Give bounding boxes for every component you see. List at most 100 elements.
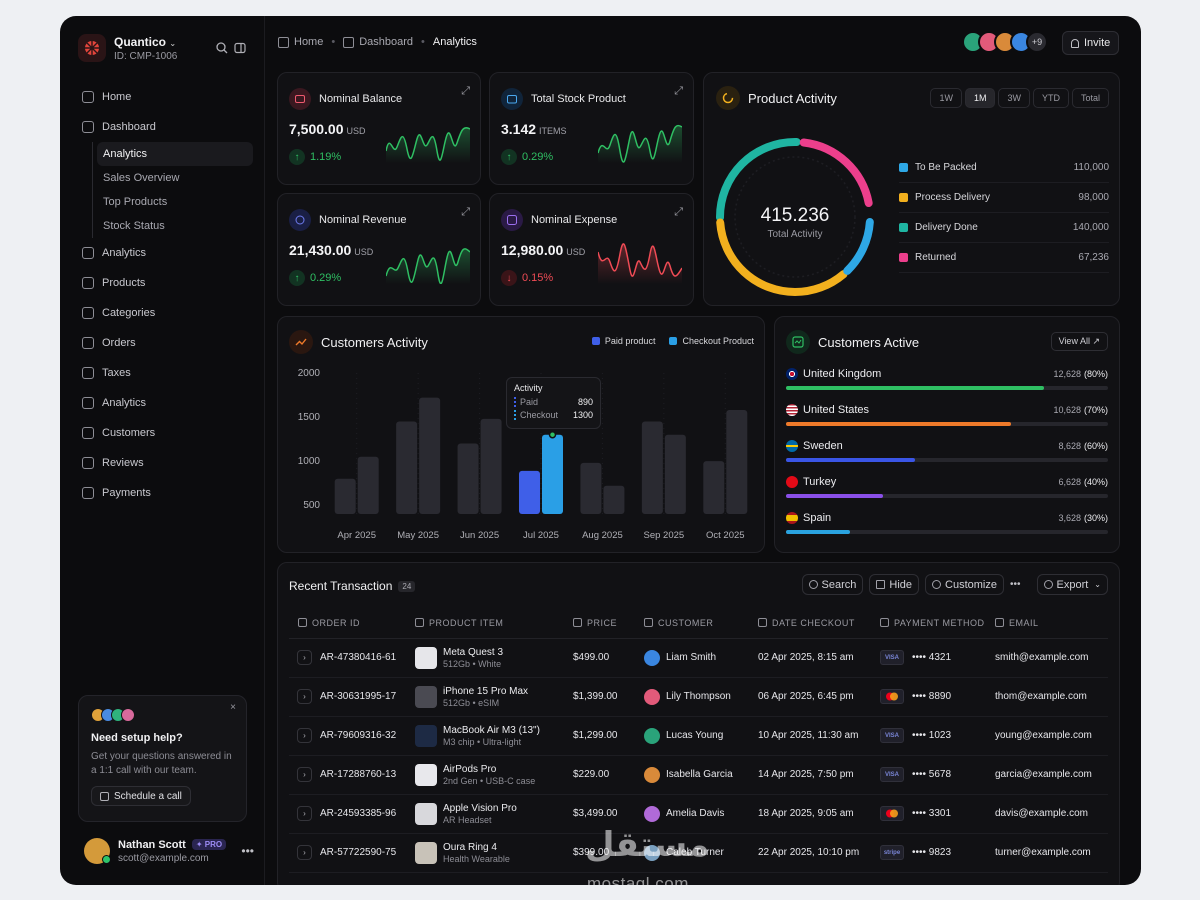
card-number: •••• 5678 [912,769,952,780]
bar-checkout[interactable] [357,456,379,514]
view-all-button[interactable]: View All ↗ [1050,332,1108,351]
hide-button[interactable]: Hide [869,574,920,595]
sidebar-item-categories[interactable]: Categories [78,298,253,328]
expand-row-icon[interactable]: › [297,689,312,704]
sweden-flag-icon [786,440,798,452]
expand-row-icon[interactable]: › [297,650,312,665]
more-icon[interactable]: ••• [1009,579,1021,590]
sidebar-item-reviews[interactable]: Reviews [78,448,253,478]
breadcrumb-dashboard[interactable]: Dashboard [359,36,414,48]
column-customer[interactable]: CUSTOMER [644,609,758,639]
sidebar-subitem-stock-status[interactable]: Stock Status [103,220,165,232]
expand-row-icon[interactable]: › [297,728,312,743]
sidebar-item-customers[interactable]: Customers [78,418,253,448]
segment-delivery-done [716,138,874,296]
sidebar-subitem-analytics[interactable]: Analytics [97,142,253,166]
price: $229.00 [573,755,644,795]
expand-row-icon[interactable]: › [297,806,312,821]
expand-icon[interactable]: ⤢ [461,206,470,218]
bar-paid[interactable] [703,461,725,514]
schedule-call-button[interactable]: Schedule a call [91,786,191,806]
date-checkout: 02 Apr 2025, 8:15 am [758,638,880,678]
bar-paid[interactable] [396,421,418,514]
customize-button[interactable]: Customize [925,574,1004,595]
sidebar-subitem-sales-overview[interactable]: Sales Overview [103,172,180,184]
arrow-up-icon: ↑ [501,149,517,165]
range-total[interactable]: Total [1071,88,1109,108]
grid-icon [343,36,355,48]
table-row[interactable]: › AR-24593385-96 Apple Vision Pro AR Heads… [289,794,1108,834]
team-avatars[interactable]: +9 [962,31,1048,53]
sidebar-item-dashboard[interactable]: Dashboard [78,112,253,142]
table-row[interactable]: › AR-57722590-75 Oura Ring 4 Health Wearab… [289,833,1108,873]
table-row[interactable]: › AR-17288760-13 AirPods Pro 2nd Gen • USB… [289,755,1108,795]
sidebar-item-home[interactable]: Home [78,82,253,112]
column-order-id[interactable]: ORDER ID [289,609,415,639]
sidebar-item-products[interactable]: Products [78,268,253,298]
breadcrumb-home[interactable]: Home [294,36,324,48]
visa-icon: VISA [880,650,904,665]
expand-icon[interactable]: ⤢ [674,206,683,218]
bar-chart-icon [82,397,94,409]
customer-name: Lily Thompson [666,691,731,702]
upload-icon [1043,580,1053,589]
legend-swatch [899,163,908,172]
table-row[interactable]: › AR-79609316-32 MacBook Air M3 (13") M3 c… [289,716,1108,756]
export-button[interactable]: Export ⌄ [1036,574,1108,595]
search-icon[interactable] [216,41,228,54]
bar-checkout[interactable] [419,397,441,514]
expand-row-icon[interactable]: › [297,845,312,860]
email[interactable]: smith@example.com [995,638,1108,678]
sidebar-item-analytics-2[interactable]: Analytics [78,388,253,418]
more-icon[interactable]: ••• [241,844,254,858]
range-1w[interactable]: 1W [930,88,962,108]
bar-checkout[interactable] [480,418,502,514]
column-price[interactable]: PRICE [573,609,644,639]
column-product-item[interactable]: PRODUCT ITEM [415,609,573,639]
table-row[interactable]: › AR-47380416-61 Meta Quest 3 512Gb • Whit… [289,638,1108,678]
search-button[interactable]: Search [801,574,864,595]
expand-icon[interactable]: ⤢ [674,85,683,97]
column-email[interactable]: EMAIL [995,609,1108,639]
close-icon[interactable]: × [230,702,236,713]
sidebar-toggle-icon[interactable] [234,41,246,54]
table-row[interactable]: › AR-30631995-17 iPhone 15 Pro Max 512Gb •… [289,677,1108,717]
bar-checkout[interactable] [542,434,563,514]
sidebar-item-payments[interactable]: Payments [78,478,253,508]
product-thumbnail [415,646,437,669]
stat-card-nominal-balance: Nominal Balance ⤢ 7,500.00 USD ↑ 1.19% [277,72,481,185]
bar-paid[interactable] [334,478,356,514]
workspace-switcher[interactable]: Quantico ⌄ ID: CMP-1006 [78,34,177,62]
bar-checkout[interactable] [664,434,686,514]
bar-paid[interactable] [580,462,602,514]
range-1m[interactable]: 1M [964,88,996,108]
sidebar-subitem-top-products[interactable]: Top Products [103,196,168,208]
bar-paid[interactable] [457,443,479,515]
stat-title: Nominal Balance [319,93,403,105]
email[interactable]: thom@example.com [995,677,1108,717]
sidebar-item-taxes[interactable]: Taxes [78,358,253,388]
expand-icon[interactable]: ⤢ [461,85,470,97]
bar-paid[interactable] [641,421,663,514]
sparkline [598,124,682,163]
sidebar-item-analytics[interactable]: Analytics [78,238,253,268]
sparkline [598,243,682,284]
range-ytd[interactable]: YTD [1032,88,1069,108]
card-title: Product Activity [748,90,837,106]
column-payment-method[interactable]: PAYMENT METHOD [880,609,995,639]
email[interactable]: davis@example.com [995,794,1108,834]
arrow-up-icon: ↑ [289,270,305,286]
invite-button[interactable]: Invite [1062,31,1120,55]
range-3w[interactable]: 3W [998,88,1030,108]
sidebar-item-orders[interactable]: Orders [78,328,253,358]
bar-paid[interactable] [519,470,540,514]
email[interactable]: young@example.com [995,716,1108,756]
bar-checkout[interactable] [726,410,748,514]
email[interactable]: turner@example.com [995,833,1108,873]
column-date-checkout[interactable]: DATE CHECKOUT [758,609,880,639]
user-profile[interactable]: Nathan Scott ✦ PRO scott@example.com ••• [84,838,254,864]
bar-checkout[interactable] [603,485,625,514]
expand-row-icon[interactable]: › [297,767,312,782]
email[interactable]: garcia@example.com [995,755,1108,795]
stat-title: Total Stock Product [531,93,626,105]
